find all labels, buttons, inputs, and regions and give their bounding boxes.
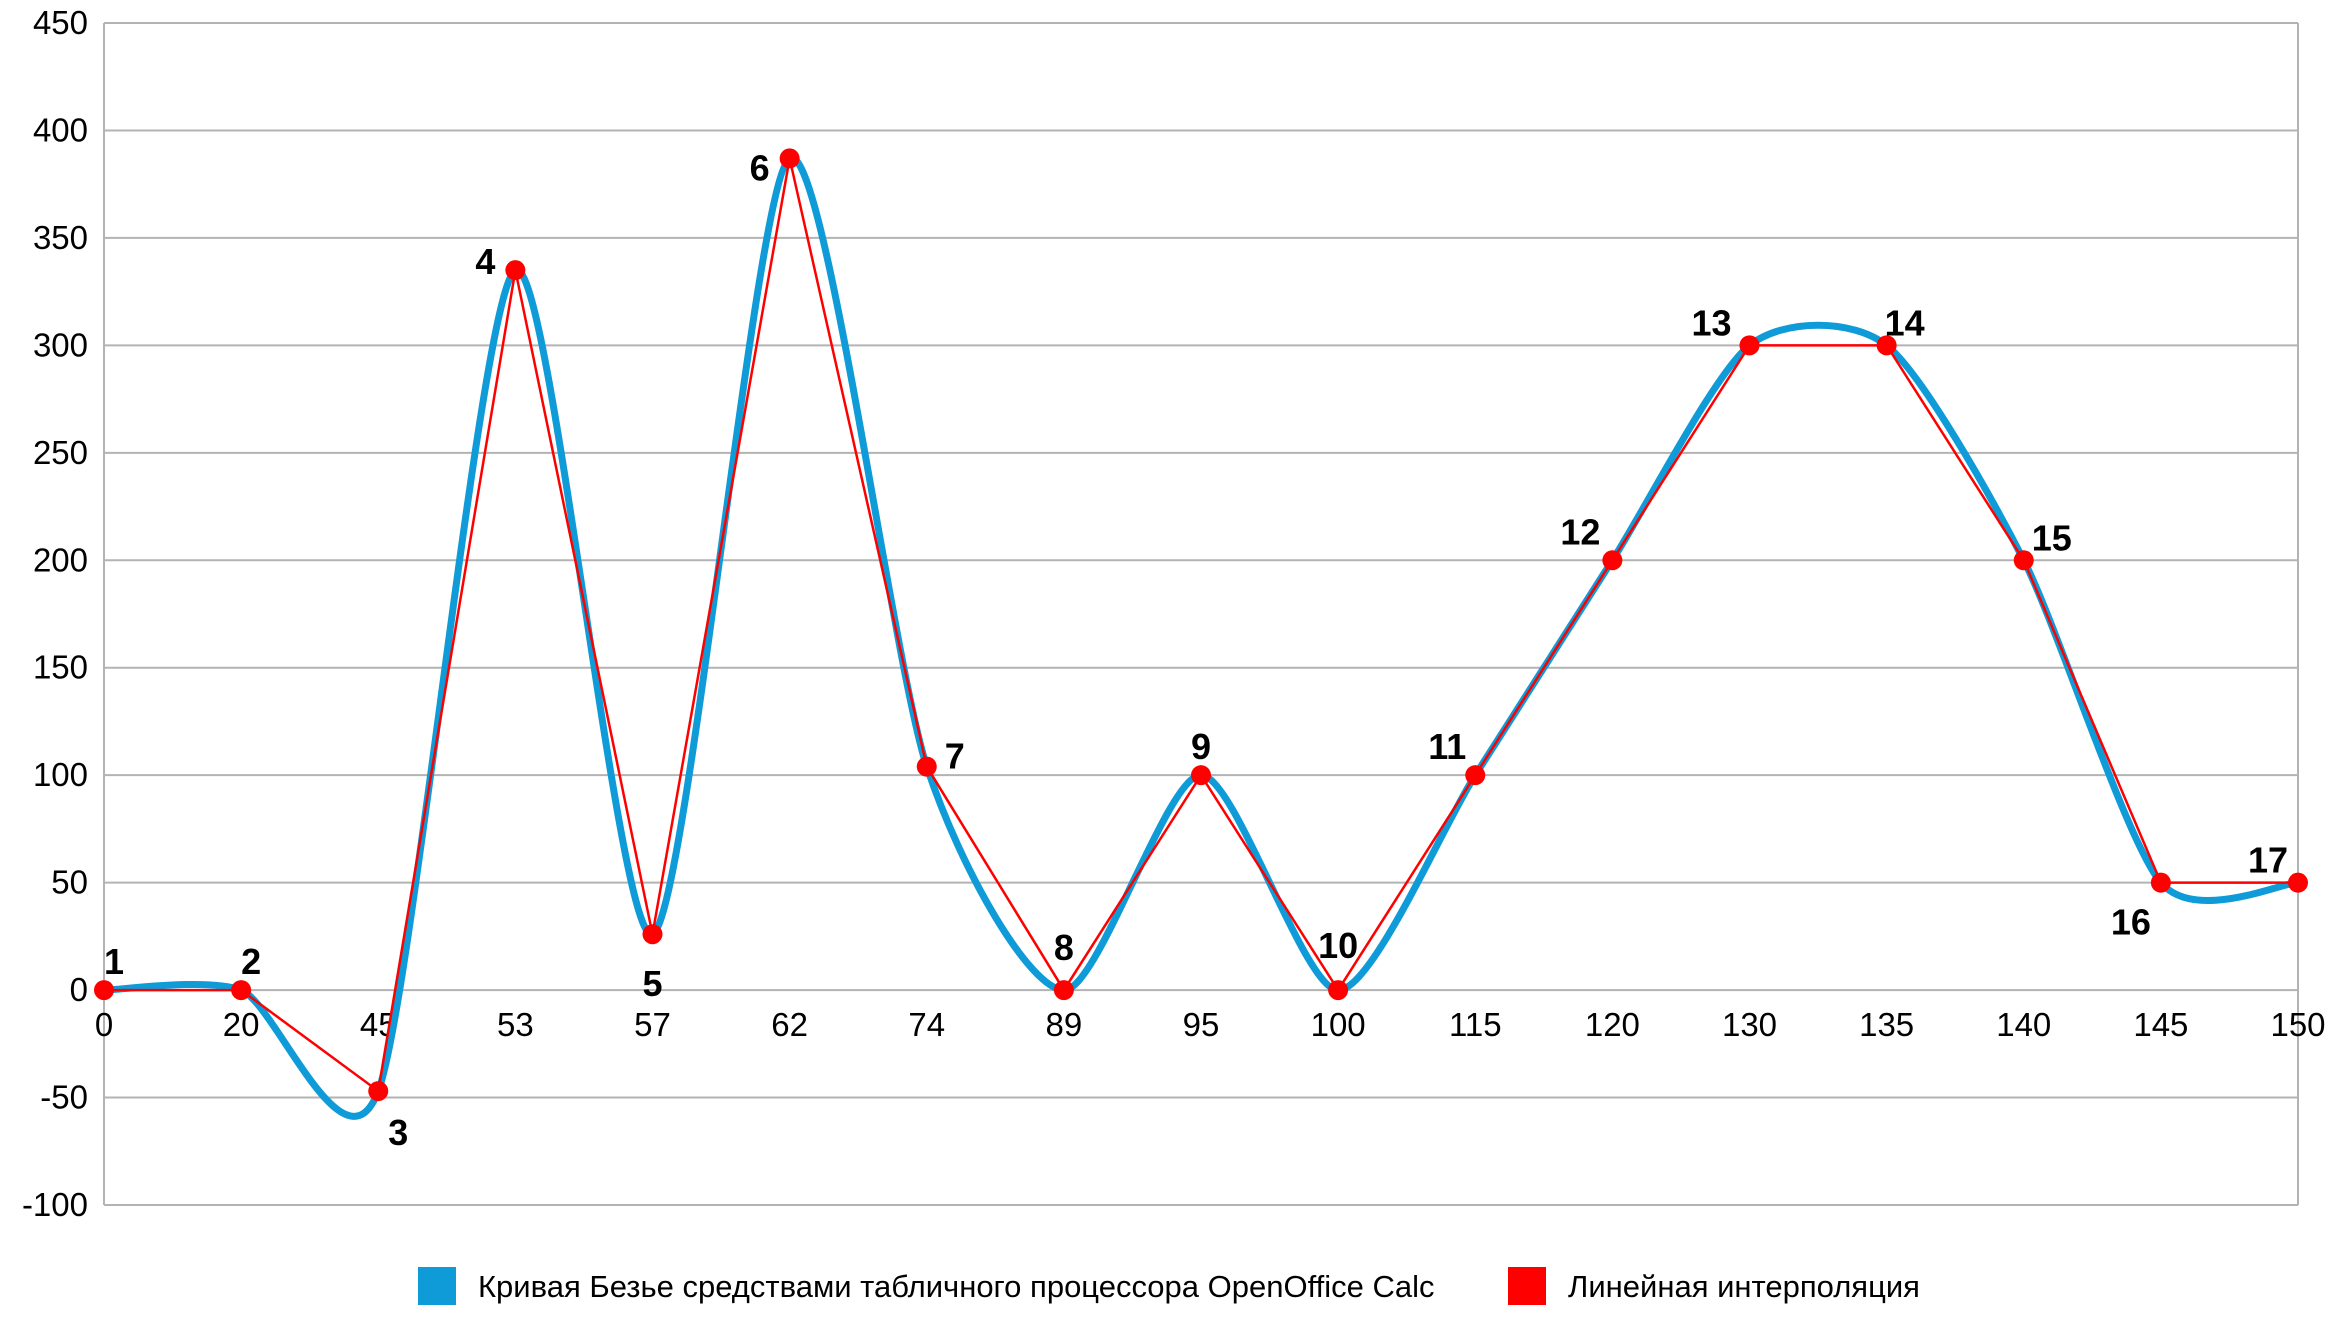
x-tick-label: 100 xyxy=(1311,1006,1366,1043)
series-linear-point xyxy=(2288,872,2308,893)
point-label: 17 xyxy=(2248,840,2288,881)
x-axis-ticks: 0 20 45 53 57 62 74 89 95 100 115 120 130 135 140 145 15… xyxy=(95,1006,2326,1043)
point-label: 10 xyxy=(1318,925,1358,966)
point-label: 3 xyxy=(388,1112,408,1153)
y-tick-label: 150 xyxy=(33,649,88,686)
point-label: 9 xyxy=(1191,726,1211,767)
legend-label-bezier: Кривая Безье средствами табличного проце… xyxy=(478,1269,1435,1304)
series-linear-point xyxy=(642,924,663,945)
legend: Кривая Безье средствами табличного проце… xyxy=(418,1267,1920,1305)
point-label: 2 xyxy=(241,941,261,982)
y-tick-label: -50 xyxy=(40,1079,88,1116)
x-tick-label: 140 xyxy=(1996,1006,2051,1043)
series-linear-point xyxy=(1053,980,1074,1001)
y-tick-label: 250 xyxy=(33,434,88,471)
point-label: 8 xyxy=(1054,927,1074,968)
legend-swatch-linear xyxy=(1508,1267,1546,1305)
series-linear-point xyxy=(505,260,526,281)
x-tick-label: 0 xyxy=(95,1006,113,1043)
legend-label-linear: Линейная интерполяция xyxy=(1568,1269,1920,1304)
x-tick-label: 74 xyxy=(908,1006,945,1043)
x-tick-label: 115 xyxy=(1449,1006,1502,1043)
point-label: 16 xyxy=(2111,902,2151,943)
x-tick-label: 150 xyxy=(2270,1006,2325,1043)
series-linear-point xyxy=(1739,335,1760,356)
series-linear-point xyxy=(2150,872,2171,893)
y-tick-label: 350 xyxy=(33,219,88,256)
x-tick-label: 130 xyxy=(1722,1006,1777,1043)
x-tick-label: 135 xyxy=(1859,1006,1914,1043)
series-linear-line xyxy=(104,158,2298,1094)
x-tick-label: 20 xyxy=(223,1006,260,1043)
y-axis-ticks: -100 -50 0 50 100 150 200 250 300 350 400 450 xyxy=(22,4,88,1223)
series-linear-point xyxy=(1328,980,1349,1001)
y-tick-label: 200 xyxy=(33,541,88,578)
series-linear-point xyxy=(1191,765,1211,786)
plot-series xyxy=(100,154,2302,1120)
x-tick-label: 120 xyxy=(1585,1006,1640,1043)
x-tick-label: 57 xyxy=(634,1006,671,1043)
series-linear-point xyxy=(1465,765,1486,786)
series-markers xyxy=(94,148,2308,1102)
y-tick-label: 400 xyxy=(33,111,88,148)
y-tick-label: -100 xyxy=(22,1186,88,1223)
series-linear-point xyxy=(94,980,114,1001)
series-linear-point xyxy=(916,756,937,777)
point-label: 5 xyxy=(642,963,662,1004)
point-label: 12 xyxy=(1560,511,1600,552)
point-label: 15 xyxy=(2032,517,2072,558)
point-label: 11 xyxy=(1428,726,1466,767)
series-linear-point xyxy=(368,1081,389,1102)
y-tick-label: 300 xyxy=(33,326,88,363)
y-tick-label: 0 xyxy=(70,971,88,1008)
point-label: 4 xyxy=(475,241,495,282)
x-tick-label: 95 xyxy=(1183,1006,1220,1043)
series-bezier-line xyxy=(100,154,2302,1120)
point-label: 6 xyxy=(750,147,770,188)
x-tick-label: 53 xyxy=(497,1006,534,1043)
y-tick-label: 50 xyxy=(51,864,88,901)
point-label: 1 xyxy=(104,941,124,982)
series-linear-point xyxy=(231,980,252,1001)
series-linear-point xyxy=(779,148,800,169)
y-tick-label: 450 xyxy=(33,4,88,41)
legend-swatch-bezier xyxy=(418,1267,456,1305)
x-tick-label: 89 xyxy=(1046,1006,1083,1043)
point-label: 13 xyxy=(1691,302,1731,343)
x-tick-label: 145 xyxy=(2133,1006,2188,1043)
point-label: 14 xyxy=(1885,302,1925,343)
x-tick-label: 62 xyxy=(771,1006,808,1043)
point-label: 7 xyxy=(945,736,965,777)
series-linear-point xyxy=(1876,335,1897,356)
series-linear-point xyxy=(1602,550,1623,571)
y-tick-label: 100 xyxy=(33,756,88,793)
series-linear-point xyxy=(2013,550,2034,571)
